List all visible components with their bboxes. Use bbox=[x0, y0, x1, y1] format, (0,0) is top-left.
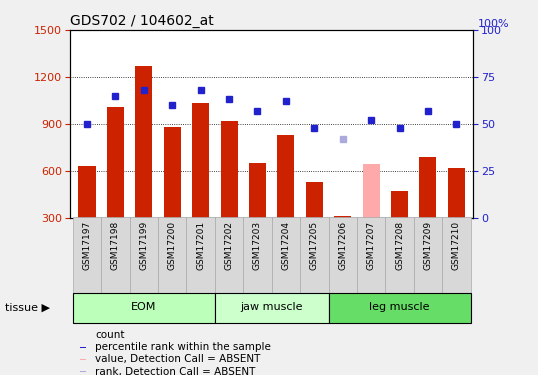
Bar bbox=[81, 371, 86, 372]
Text: GSM17202: GSM17202 bbox=[224, 221, 233, 270]
Bar bbox=[221, 121, 238, 218]
Bar bbox=[158, 217, 187, 292]
Bar bbox=[306, 182, 323, 218]
Text: leg muscle: leg muscle bbox=[369, 303, 430, 312]
Text: GSM17210: GSM17210 bbox=[452, 221, 461, 270]
Text: GSM17205: GSM17205 bbox=[310, 221, 319, 270]
Text: EOM: EOM bbox=[131, 303, 157, 312]
Text: GSM17206: GSM17206 bbox=[338, 221, 347, 270]
Bar bbox=[73, 292, 215, 322]
Bar bbox=[329, 217, 357, 292]
Bar bbox=[81, 334, 86, 336]
Bar bbox=[391, 191, 408, 217]
Bar bbox=[414, 217, 442, 292]
Bar bbox=[79, 166, 96, 218]
Text: GSM17198: GSM17198 bbox=[111, 221, 120, 270]
Bar bbox=[135, 66, 152, 218]
Bar bbox=[73, 217, 101, 292]
Bar bbox=[363, 164, 380, 218]
Text: GSM17207: GSM17207 bbox=[366, 221, 376, 270]
Bar bbox=[81, 359, 86, 360]
Bar bbox=[385, 217, 414, 292]
Bar bbox=[334, 216, 351, 217]
Bar bbox=[300, 217, 329, 292]
Text: rank, Detection Call = ABSENT: rank, Detection Call = ABSENT bbox=[95, 367, 256, 375]
Bar bbox=[107, 106, 124, 218]
Text: count: count bbox=[95, 330, 125, 340]
Bar bbox=[420, 157, 436, 218]
Bar bbox=[101, 217, 130, 292]
Bar bbox=[130, 217, 158, 292]
Bar bbox=[357, 217, 385, 292]
Text: GSM17203: GSM17203 bbox=[253, 221, 262, 270]
Bar bbox=[249, 163, 266, 218]
Text: GSM17200: GSM17200 bbox=[168, 221, 177, 270]
Bar bbox=[164, 127, 181, 218]
Bar bbox=[448, 168, 465, 217]
Text: tissue ▶: tissue ▶ bbox=[5, 303, 51, 312]
Text: GSM17199: GSM17199 bbox=[139, 221, 148, 270]
Bar bbox=[442, 217, 471, 292]
Text: GSM17201: GSM17201 bbox=[196, 221, 205, 270]
Text: GSM17204: GSM17204 bbox=[281, 221, 291, 270]
Text: GSM17208: GSM17208 bbox=[395, 221, 404, 270]
Text: GSM17209: GSM17209 bbox=[423, 221, 433, 270]
Bar bbox=[192, 104, 209, 218]
Bar bbox=[243, 217, 272, 292]
Text: percentile rank within the sample: percentile rank within the sample bbox=[95, 342, 271, 352]
Bar bbox=[215, 292, 329, 322]
Bar bbox=[278, 135, 294, 218]
Text: jaw muscle: jaw muscle bbox=[240, 303, 303, 312]
Text: GSM17197: GSM17197 bbox=[82, 221, 91, 270]
Bar bbox=[215, 217, 243, 292]
Text: GDS702 / 104602_at: GDS702 / 104602_at bbox=[70, 13, 214, 27]
Bar bbox=[187, 217, 215, 292]
Text: value, Detection Call = ABSENT: value, Detection Call = ABSENT bbox=[95, 354, 261, 364]
Text: 100%: 100% bbox=[478, 19, 509, 28]
Bar bbox=[329, 292, 471, 322]
Bar bbox=[81, 347, 86, 348]
Bar bbox=[272, 217, 300, 292]
